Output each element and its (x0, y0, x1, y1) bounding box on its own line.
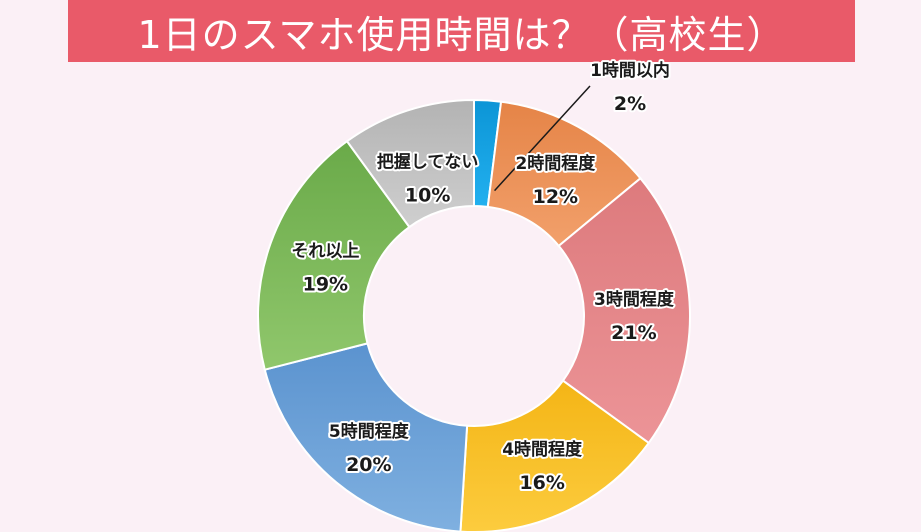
slice-category-label: 3時間程度 (594, 289, 675, 310)
slice-category-label: 把握してない (377, 151, 479, 172)
donut-slice-5 (263, 342, 469, 532)
slice-value-label: 21% (611, 322, 656, 344)
slice-value-label: 19% (303, 273, 348, 295)
slice-category-label: 5時間程度 (329, 421, 410, 442)
slice-category-label: 2時間程度 (515, 153, 596, 174)
donut-slice-6 (257, 139, 411, 371)
slice-value-label: 2% (614, 93, 646, 115)
slice-value-label: 10% (405, 184, 450, 206)
chart-title: 1日のスマホ使用時間は？（高校生） (137, 12, 786, 57)
slice-value-label: 12% (533, 186, 578, 208)
donut-slice-7 (345, 98, 475, 229)
slice-value-label: 20% (346, 454, 391, 476)
slice-category-label: 4時間程度 (502, 439, 583, 460)
title-banner: 1日のスマホ使用時間は？（高校生） (68, 0, 855, 62)
leader-line (494, 85, 591, 192)
slice-value-label: 16% (519, 472, 564, 494)
slice-category-label: 1時間以内 (590, 60, 670, 81)
slice-category-label: それ以上 (291, 241, 359, 261)
donut-slice-3 (557, 176, 691, 445)
